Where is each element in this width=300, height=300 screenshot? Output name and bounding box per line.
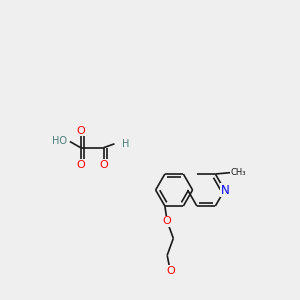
- Text: O: O: [76, 160, 85, 170]
- Text: O: O: [99, 160, 108, 170]
- Text: N: N: [221, 184, 230, 196]
- Text: CH₃: CH₃: [231, 168, 246, 177]
- Text: HO: HO: [52, 136, 67, 146]
- Text: O: O: [166, 266, 175, 276]
- Text: O: O: [76, 126, 85, 136]
- Text: O: O: [163, 216, 172, 226]
- Text: H: H: [122, 139, 130, 149]
